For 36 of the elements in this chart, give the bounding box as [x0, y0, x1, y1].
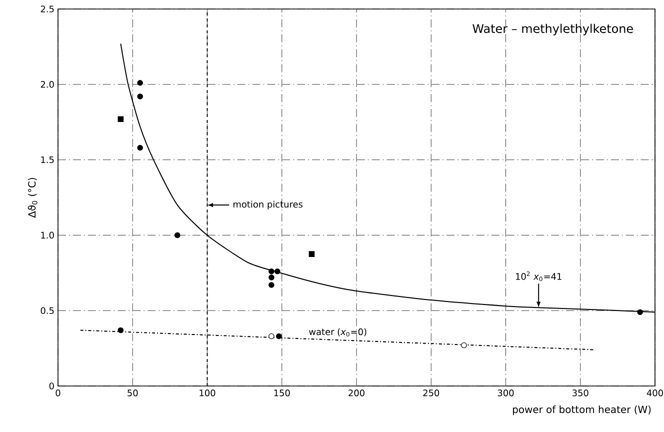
point — [268, 274, 274, 280]
point — [274, 268, 280, 274]
x-tick-label: 100 — [200, 390, 216, 396]
point — [174, 232, 180, 238]
x-tick-label: 0 — [56, 390, 60, 396]
point — [137, 80, 143, 86]
point — [268, 268, 274, 274]
point — [137, 94, 143, 100]
point — [118, 116, 124, 122]
point — [308, 251, 315, 257]
y-tick-label: 0 — [49, 382, 54, 390]
series-label: water (x$_{0}$=0) — [309, 328, 366, 336]
x-tick-label: 250 — [423, 390, 440, 396]
text: Water – methylethylketone — [472, 24, 633, 36]
point — [137, 144, 143, 151]
x-tick-label: 200 — [348, 390, 364, 396]
x-tick-label: 150 — [274, 390, 290, 396]
y-axis-title: Δϑ$_{0}$ (°C) — [28, 178, 38, 218]
point — [461, 342, 467, 348]
y-tick-label: 2.0 — [40, 81, 54, 88]
point — [118, 327, 124, 334]
point — [276, 333, 282, 340]
y-tick-label: 1.5 — [41, 156, 54, 164]
y-tick-label: 1.0 — [41, 232, 54, 239]
annotation: 10$^{2}$ x$_{0}$=41 — [516, 271, 562, 282]
x-tick-label: 50 — [128, 390, 138, 396]
y-tick-label: 2.5 — [40, 6, 54, 12]
point — [637, 309, 643, 315]
x-tick-label: 300 — [498, 390, 514, 396]
point — [268, 282, 274, 288]
x-tick-label: 350 — [572, 390, 588, 396]
y-tick-label: 0.5 — [40, 307, 54, 314]
point — [268, 333, 274, 340]
x-axis-title: power of bottom heater (W) — [512, 405, 651, 416]
x-tick-label: 400 — [646, 390, 663, 396]
ref-line-label: motion pictures — [234, 200, 302, 210]
